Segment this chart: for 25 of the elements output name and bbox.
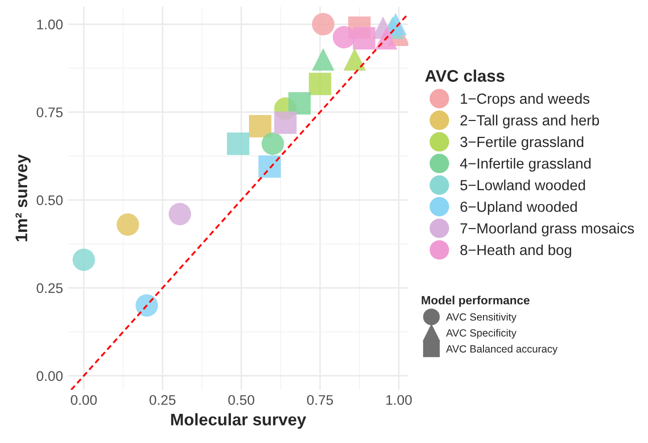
y-tick-label: 0.75 [36,107,63,118]
y-axis-title: 1m² survey [16,154,31,242]
x-axis-title: Molecular survey [171,413,306,429]
text: AVC Specificity [446,328,516,339]
legend-label: 5−Lowland wooded [460,180,585,190]
legend-label: 4−Infertile grassland [460,158,591,172]
legend-label: 3−Fertile grassland [460,136,584,150]
x-tick-label: 0.25 [150,395,176,405]
text: AVC Balanced accuracy [446,344,558,355]
legend-label: 8−Heath and bog [460,244,572,258]
text: Model performance [422,296,530,307]
y-tick-label: 0.25 [36,283,63,294]
x-tick-label: 1.00 [386,395,412,405]
x-tick-label: 0.75 [307,395,333,405]
legend-title: AVC class [425,70,504,82]
x-tick-label: 0.50 [228,395,254,405]
y-tick-label: 0.50 [36,195,63,206]
legend-label: 6−Upland wooded [460,201,577,215]
x-tick-label: 0.00 [70,395,97,405]
legend-label: 1−Crops and weeds [460,93,590,107]
text: AVC Sensitivity [446,313,516,323]
legend-label: 2−Tall grass and herb [460,114,599,128]
legend-label: 7−Moorland grass mosaics [460,222,634,236]
y-tick-label: 0.00 [36,371,63,381]
y-tick-label: 1.00 [37,20,63,30]
